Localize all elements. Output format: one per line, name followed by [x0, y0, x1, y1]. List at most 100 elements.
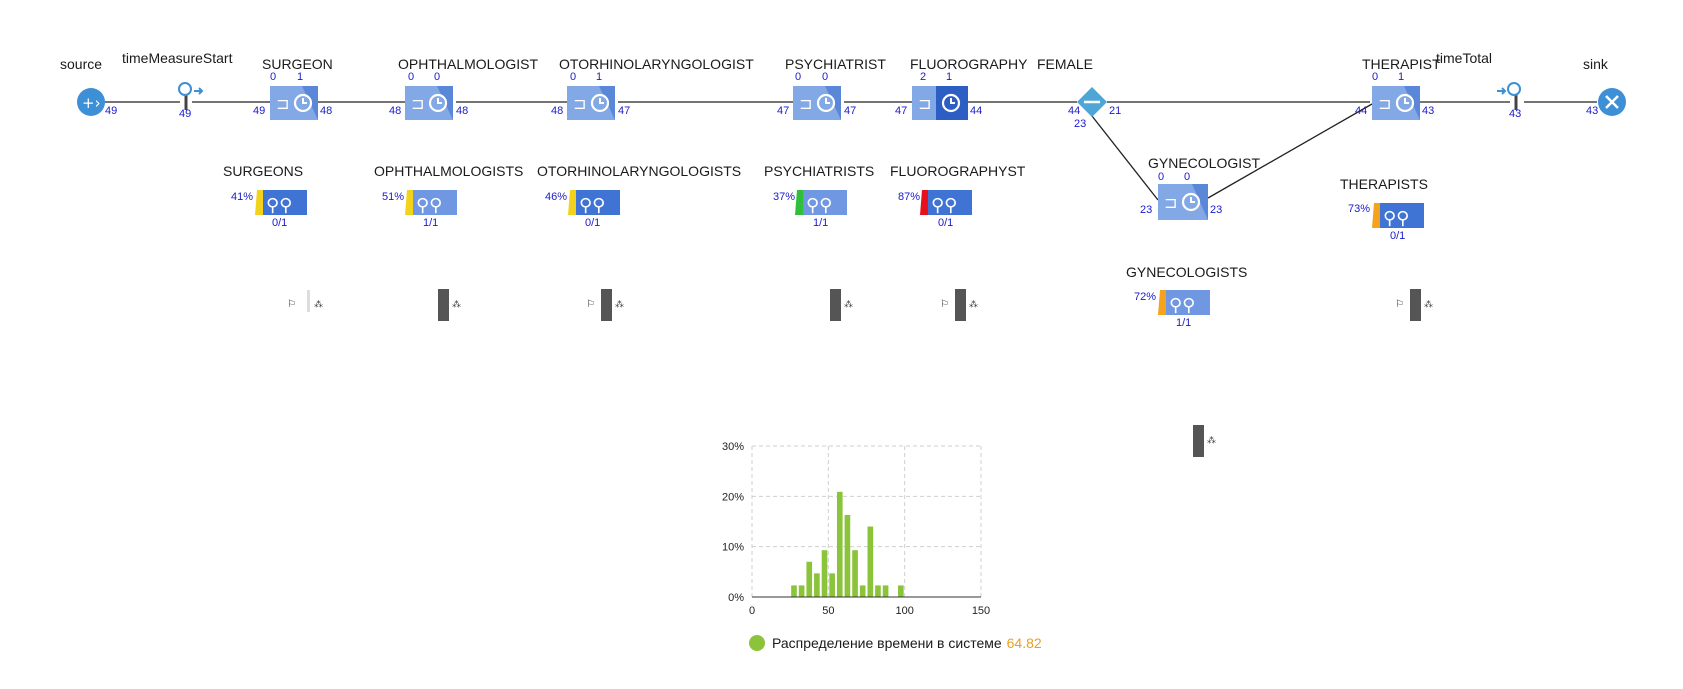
service-fluorography[interactable]: FLUOROGRAPHY 2 1 ⊐ 47 44: [895, 56, 1028, 120]
chart-grid: [751, 445, 982, 597]
people-icon: ⚲⚲: [1169, 295, 1195, 316]
chart-legend: Распределение времени в системе 64.82: [749, 635, 1042, 651]
svg-text:⁂: ⁂: [314, 299, 323, 309]
service-gynecologist[interactable]: GYNECOLOGIST 0 0 ⊐ 23 23: [1140, 155, 1260, 220]
surgeons-usage: 0/1: [272, 217, 287, 229]
svg-text:⚐: ⚐: [1395, 299, 1404, 310]
utilization-indicator: [568, 190, 578, 215]
surgeon-label: SURGEON: [262, 56, 333, 72]
sink-block[interactable]: sink 43: [1583, 56, 1626, 117]
stopwatch-icon: [178, 82, 192, 96]
otorhinolaryngologist-in-count: 48: [551, 105, 563, 117]
service-therapist[interactable]: THERAPIST 0 1 ⊐ 44 43: [1355, 56, 1441, 120]
source-icon: [77, 88, 105, 116]
gynecologist-label: GYNECOLOGIST: [1148, 155, 1260, 171]
ophthalmologist-service-count: 0: [434, 71, 440, 83]
female-in-count: 44: [1068, 105, 1080, 117]
people-icon: ⚲⚲: [806, 195, 832, 216]
svg-text:⁂: ⁂: [1424, 299, 1433, 309]
pool-box: [928, 190, 972, 215]
psychiatrists-usage: 1/1: [813, 217, 828, 229]
histogram-bar: [821, 550, 828, 597]
utilization-indicator: [920, 190, 930, 215]
marker-fluorographyst: ⚐ ⁂: [940, 289, 978, 321]
pool-surgeons[interactable]: SURGEONS 41% ⚲⚲ 0/1: [223, 163, 307, 229]
fluorography-label: FLUOROGRAPHY: [910, 56, 1028, 72]
stopwatch-icon: [1507, 82, 1521, 96]
legend-label: Распределение времени в системе 64.82: [772, 635, 1042, 651]
ophthalmologist-queue-count: 0: [408, 71, 414, 83]
y-tick-label: 0%: [728, 592, 744, 604]
pool-otorhinolaryngologists[interactable]: OTORHINOLARYNGOLOGISTS 46% ⚲⚲ 0/1: [537, 163, 741, 229]
service-surgeon[interactable]: SURGEON 0 1 ⊐ 49 48: [253, 56, 333, 120]
ophthalmologists-util: 51%: [382, 191, 404, 203]
pool-box: [576, 190, 620, 215]
ophthalmologist-out-count: 48: [456, 105, 468, 117]
surgeon-service-count: 1: [297, 71, 303, 83]
people-icon: ⚲⚲: [416, 195, 442, 216]
pool-fluorographyst[interactable]: FLUOROGRAPHYST 87% ⚲⚲ 0/1: [890, 163, 1026, 229]
pool-ophthalmologists[interactable]: OPHTHALMOLOGISTS 51% ⚲⚲ 1/1: [374, 163, 523, 229]
service-psychiatrist[interactable]: PSYCHIATRIST 0 0 ⊐ 47 47: [777, 56, 886, 120]
queue-icon: ⊐: [1164, 193, 1177, 212]
female-true-count: 21: [1109, 105, 1121, 117]
utilization-indicator: [795, 190, 805, 215]
otorhinolaryngologists-label: OTORHINOLARYNGOLOGISTS: [537, 163, 741, 179]
time-total-label: timeTotal: [1436, 50, 1492, 66]
otorhinolaryngologists-usage: 0/1: [585, 217, 600, 229]
therapists-label: THERAPISTS: [1340, 176, 1428, 192]
service-ophthalmologist[interactable]: OPHTHALMOLOGIST 0 0 ⊐ 48 48: [389, 56, 538, 120]
fluorographyst-label: FLUOROGRAPHYST: [890, 163, 1026, 179]
histogram-bar: [806, 561, 813, 597]
ophthalmologists-label: OPHTHALMOLOGISTS: [374, 163, 523, 179]
psychiatrist-in-count: 47: [777, 105, 789, 117]
histogram-bar: [829, 573, 835, 597]
histogram-bar: [852, 550, 858, 597]
therapist-queue-count: 0: [1372, 71, 1378, 83]
time-distribution-histogram: 0 50 100 150 0% 10% 20% 30%: [722, 441, 990, 617]
close-icon: [1605, 95, 1619, 109]
connectors: [99, 101, 1597, 201]
x-tick-label: 0: [749, 605, 755, 617]
svg-text:⁂: ⁂: [969, 299, 978, 309]
people-icon: ⚲⚲: [1383, 208, 1409, 229]
chart-bars: [791, 491, 904, 597]
marker-surgeons: ⚐ ⁂: [287, 290, 323, 312]
arrow-out-icon: [194, 87, 204, 95]
staff-markers: ⚐ ⁂ ⁂ ⚐ ⁂ ⁂ ⚐ ⁂ ⚐ ⁂ ⁂: [287, 289, 1433, 457]
pool-therapists[interactable]: THERAPISTS 73% ⚲⚲ 0/1: [1340, 176, 1428, 242]
time-measure-start-block[interactable]: timeMeasureStart 49: [122, 50, 233, 120]
pool-box: [1166, 290, 1210, 315]
clock-icon: [293, 93, 313, 113]
time-total-block[interactable]: timeTotal 43: [1436, 50, 1521, 120]
psychiatrist-service-count: 0: [822, 71, 828, 83]
gynecologist-in-count: 23: [1140, 204, 1152, 216]
source-block[interactable]: source +› 49: [60, 56, 117, 117]
utilization-indicator: [1158, 290, 1168, 315]
pool-gynecologists[interactable]: GYNECOLOGISTS 72% ⚲⚲ 1/1: [1126, 264, 1247, 329]
people-icon: ⚲⚲: [266, 195, 292, 216]
therapist-label: THERAPIST: [1362, 56, 1441, 72]
therapists-util: 73%: [1348, 203, 1370, 215]
legend-dot-icon: [749, 635, 765, 651]
therapist-out-count: 43: [1422, 105, 1434, 117]
chart-ticks: 0 50 100 150 0% 10% 20% 30%: [722, 441, 990, 617]
sink-label: sink: [1583, 56, 1609, 72]
queue-icon: ⊐: [1378, 94, 1391, 113]
queue-icon: ⊐: [411, 94, 424, 113]
marker-ophthalmologists: ⁂: [438, 289, 461, 321]
time-measure-start-count: 49: [179, 108, 191, 120]
female-false-count: 23: [1074, 118, 1086, 130]
psychiatrist-label: PSYCHIATRIST: [785, 56, 886, 72]
service-otorhinolaryngologist[interactable]: OTORHINOLARYNGOLOGIST 0 1 ⊐ 48 47: [551, 56, 754, 120]
pool-box: [263, 190, 307, 215]
otorhinolaryngologists-util: 46%: [545, 191, 567, 203]
select-female[interactable]: FEMALE 44 21 23: [1037, 56, 1121, 130]
marker-gynecologists: ⁂: [1193, 425, 1216, 457]
svg-text:⁂: ⁂: [844, 299, 853, 309]
time-total-count: 43: [1509, 108, 1521, 120]
svg-text:⁂: ⁂: [615, 299, 624, 309]
marker-therapists: ⚐ ⁂: [1395, 289, 1433, 321]
people-icon: ⚲⚲: [579, 195, 605, 216]
pool-psychiatrists[interactable]: PSYCHIATRISTS 37% ⚲⚲ 1/1: [764, 163, 874, 229]
